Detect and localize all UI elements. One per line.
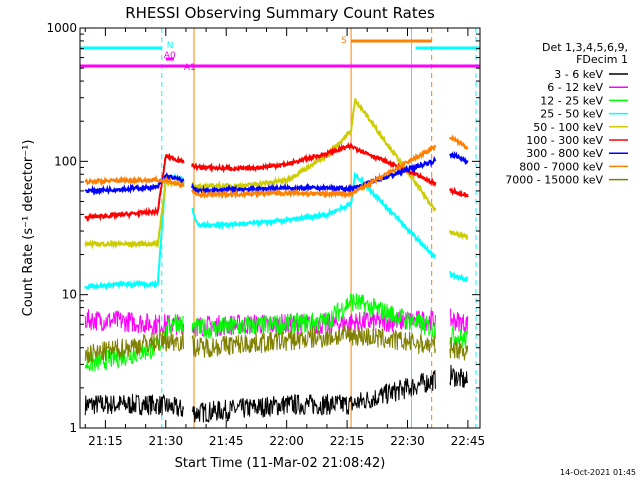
series-line (191, 324, 436, 358)
flag-bars: NA0 A1 S (80, 36, 480, 73)
x-tick-label: 22:30 (390, 434, 425, 448)
series-line (191, 171, 437, 260)
series-line (84, 174, 185, 189)
series-line (191, 155, 437, 196)
series-line (449, 325, 469, 349)
x-tick-label: 22:45 (451, 434, 486, 448)
x-tick-label: 21:45 (209, 434, 244, 448)
timestamp-footer: 14-Oct-2021 01:45 (560, 468, 636, 477)
x-tick-label: 21:30 (149, 434, 184, 448)
flag-label: S (341, 36, 347, 46)
legend-entry: 300 - 800 keV (526, 147, 603, 160)
series-line (191, 141, 437, 188)
x-axis-label: Start Time (11-Mar-02 21:08:42) (175, 456, 386, 471)
legend-entry: 7000 - 15000 keV (505, 174, 603, 187)
series-line (191, 293, 436, 340)
x-axis: 21:15 21:30 21:45 22:00 22:15 22:30 22:45 (84, 28, 486, 448)
y-tick-label: 1000 (46, 21, 77, 35)
y-axis: 1 10 100 1000 (46, 21, 480, 435)
legend-entry: 800 - 7000 keV (519, 160, 603, 173)
time-markers (80, 28, 477, 428)
series-line (191, 144, 437, 200)
series-line (84, 172, 185, 196)
chart-title: RHESSI Observing Summary Count Rates (125, 4, 435, 22)
legend-entry: 12 - 25 keV (540, 94, 603, 107)
x-tick-label: 21:15 (88, 434, 123, 448)
series-line (449, 186, 469, 199)
y-axis-label: Count Rate (s⁻¹ detector⁻¹) (21, 140, 36, 317)
legend-header: FDecim 1 (576, 53, 628, 66)
legend-entry: 6 - 12 keV (547, 81, 603, 94)
series-line (449, 150, 469, 166)
x-tick-label: 22:00 (269, 434, 304, 448)
y-tick-label: 1 (69, 421, 77, 435)
legend-entry: 50 - 100 keV (533, 121, 603, 134)
series-line (449, 308, 469, 334)
series-layer (84, 98, 469, 423)
flag-label: A1 (184, 63, 196, 73)
legend-entry: 3 - 6 keV (554, 68, 603, 81)
series-line (448, 270, 469, 283)
plot-frame (79, 27, 481, 429)
flag-label: N (167, 41, 174, 51)
series-line (84, 152, 185, 223)
series-line (191, 370, 436, 423)
series-line (84, 309, 185, 336)
series-line (449, 364, 469, 388)
series-line (448, 229, 469, 240)
x-tick-label: 22:15 (330, 434, 365, 448)
legend-entry: 100 - 300 keV (526, 134, 603, 147)
series-line (449, 134, 469, 150)
y-tick-label: 100 (54, 154, 77, 168)
series-line (84, 330, 185, 364)
series-line (84, 393, 185, 417)
y-tick-label: 10 (62, 288, 77, 302)
legend-header: Det 1,3,4,5,6,9, (542, 41, 628, 54)
flag-label: A0 (164, 51, 176, 61)
legend-entry: 25 - 50 keV (540, 108, 603, 121)
series-line (449, 336, 469, 361)
